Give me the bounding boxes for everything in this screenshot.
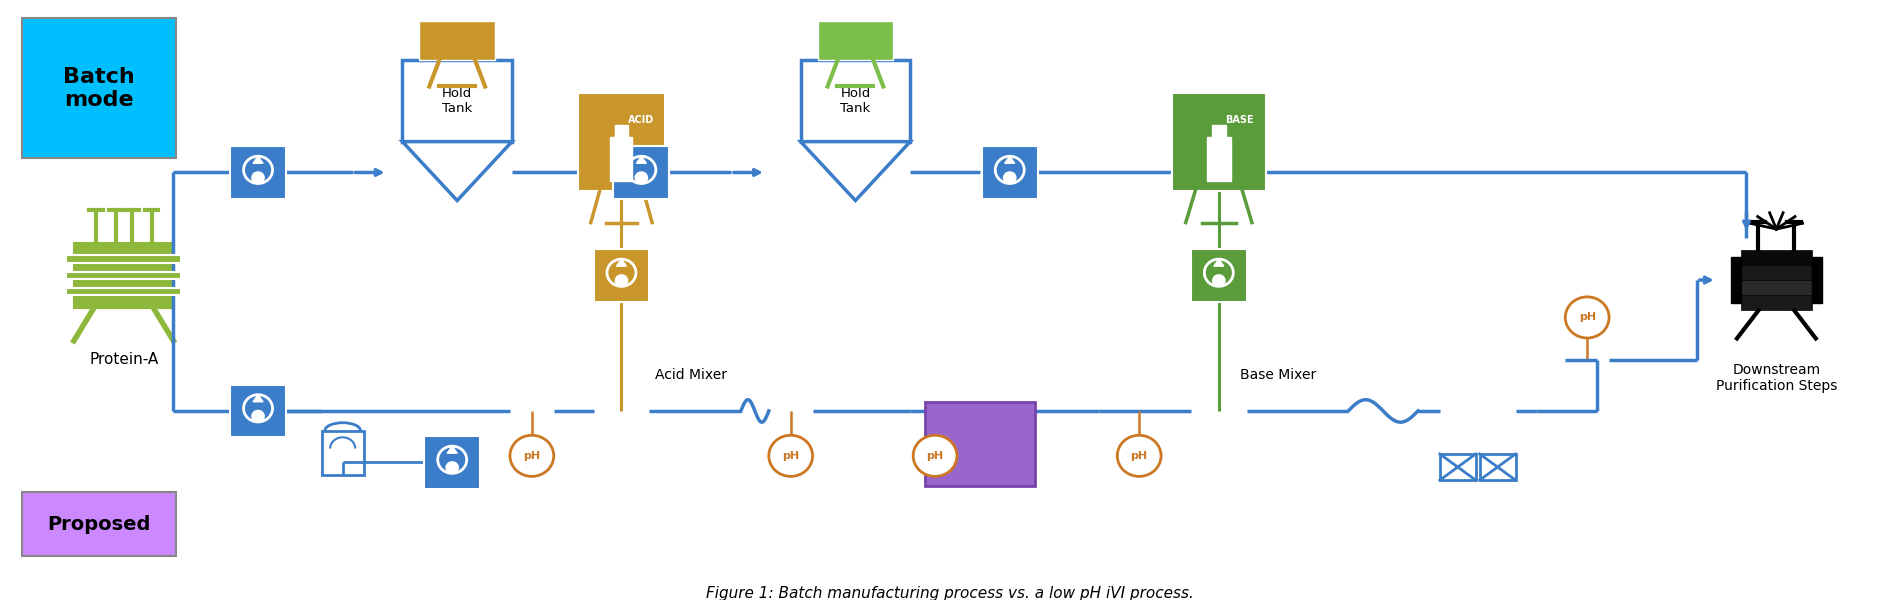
FancyBboxPatch shape <box>578 93 665 191</box>
FancyBboxPatch shape <box>616 125 629 137</box>
FancyBboxPatch shape <box>230 146 285 199</box>
Circle shape <box>446 462 458 473</box>
FancyBboxPatch shape <box>66 272 180 279</box>
FancyBboxPatch shape <box>817 21 893 60</box>
Polygon shape <box>253 156 262 163</box>
Text: Base Mixer: Base Mixer <box>1241 368 1317 382</box>
FancyBboxPatch shape <box>1440 454 1476 480</box>
Circle shape <box>770 435 813 476</box>
Text: pH: pH <box>522 451 540 461</box>
FancyBboxPatch shape <box>800 60 910 142</box>
Text: Figure 1: Batch manufacturing process vs. a low pH iVI process.: Figure 1: Batch manufacturing process vs… <box>707 586 1193 600</box>
FancyBboxPatch shape <box>66 255 180 263</box>
Text: Batch
mode: Batch mode <box>63 67 135 110</box>
FancyBboxPatch shape <box>1731 257 1740 303</box>
FancyBboxPatch shape <box>614 146 669 199</box>
Text: pH: pH <box>1579 313 1596 322</box>
Circle shape <box>509 435 553 476</box>
FancyBboxPatch shape <box>23 492 177 556</box>
Circle shape <box>635 172 648 184</box>
FancyBboxPatch shape <box>23 18 177 158</box>
FancyBboxPatch shape <box>610 137 633 181</box>
Polygon shape <box>800 142 910 200</box>
Text: Downstream
Purification Steps: Downstream Purification Steps <box>1716 363 1837 394</box>
FancyBboxPatch shape <box>982 146 1037 199</box>
Polygon shape <box>403 142 511 200</box>
FancyBboxPatch shape <box>424 436 481 488</box>
FancyBboxPatch shape <box>1813 257 1822 303</box>
Circle shape <box>616 275 627 286</box>
Circle shape <box>253 172 264 184</box>
Circle shape <box>1212 275 1226 286</box>
Polygon shape <box>1005 156 1015 163</box>
FancyBboxPatch shape <box>1480 454 1516 480</box>
FancyBboxPatch shape <box>1212 125 1226 137</box>
FancyBboxPatch shape <box>321 431 363 475</box>
Circle shape <box>253 410 264 422</box>
Circle shape <box>1566 297 1609 338</box>
Text: BASE: BASE <box>1226 115 1254 125</box>
Text: Acid Mixer: Acid Mixer <box>656 368 728 382</box>
Circle shape <box>914 435 958 476</box>
FancyBboxPatch shape <box>66 288 180 295</box>
FancyBboxPatch shape <box>403 60 511 142</box>
Polygon shape <box>1214 259 1224 266</box>
FancyBboxPatch shape <box>1740 295 1813 310</box>
FancyBboxPatch shape <box>1191 249 1246 302</box>
Circle shape <box>1117 435 1161 476</box>
Text: Proposed: Proposed <box>48 515 150 533</box>
Polygon shape <box>253 395 262 402</box>
Text: ACID: ACID <box>627 115 654 125</box>
FancyBboxPatch shape <box>420 21 496 60</box>
FancyBboxPatch shape <box>1206 137 1231 181</box>
Text: Protein-A: Protein-A <box>89 352 158 367</box>
Polygon shape <box>446 446 458 453</box>
FancyBboxPatch shape <box>1740 250 1813 265</box>
FancyBboxPatch shape <box>1172 93 1265 191</box>
Circle shape <box>1003 172 1016 184</box>
Polygon shape <box>636 156 646 163</box>
FancyBboxPatch shape <box>230 385 285 437</box>
Text: Hold
Tank: Hold Tank <box>840 87 870 115</box>
Text: pH: pH <box>783 451 800 461</box>
FancyBboxPatch shape <box>1740 265 1813 280</box>
FancyBboxPatch shape <box>925 401 1036 486</box>
Polygon shape <box>616 259 627 266</box>
FancyBboxPatch shape <box>74 242 173 308</box>
Text: pH: pH <box>927 451 944 461</box>
FancyBboxPatch shape <box>1740 280 1813 295</box>
FancyBboxPatch shape <box>593 249 650 302</box>
Text: Hold
Tank: Hold Tank <box>443 87 473 115</box>
Text: pH: pH <box>1130 451 1148 461</box>
